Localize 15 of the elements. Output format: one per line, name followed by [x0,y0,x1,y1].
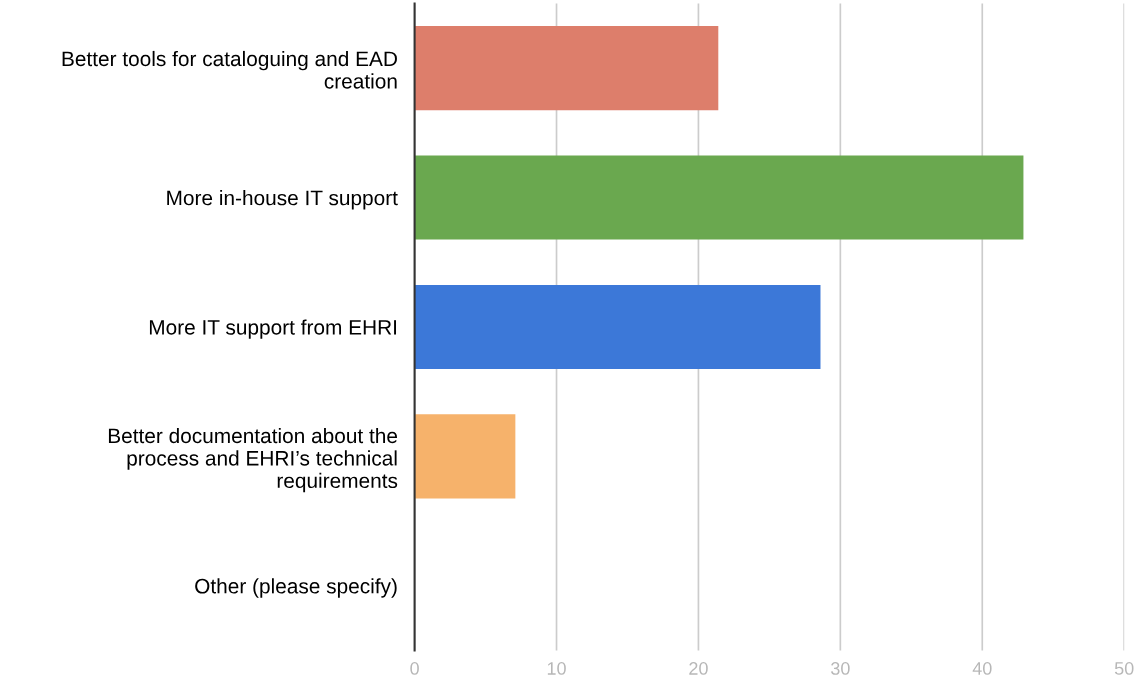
bar [414,26,719,111]
y-tick-label: More in-house IT support [167,190,398,210]
y-tick-label: Better tools for cataloguing and EAD creation [62,50,397,89]
x-tick-label: 30 [831,662,850,675]
y-tick-label: More IT support from EHRI [149,319,397,339]
y-tick-label: Other (please specify) [195,578,397,598]
y-tick-label: Better documentation about the process and EHRI’s technical requirements [108,427,398,493]
bar [414,155,1024,240]
x-tick-label: 10 [547,662,566,675]
x-tick-label: 50 [1114,662,1134,675]
x-tick-label: 40 [972,662,992,675]
x-tick-label: 20 [689,662,708,675]
bar [414,414,516,499]
x-tick-label: 0 [410,662,419,675]
bar [414,284,821,370]
